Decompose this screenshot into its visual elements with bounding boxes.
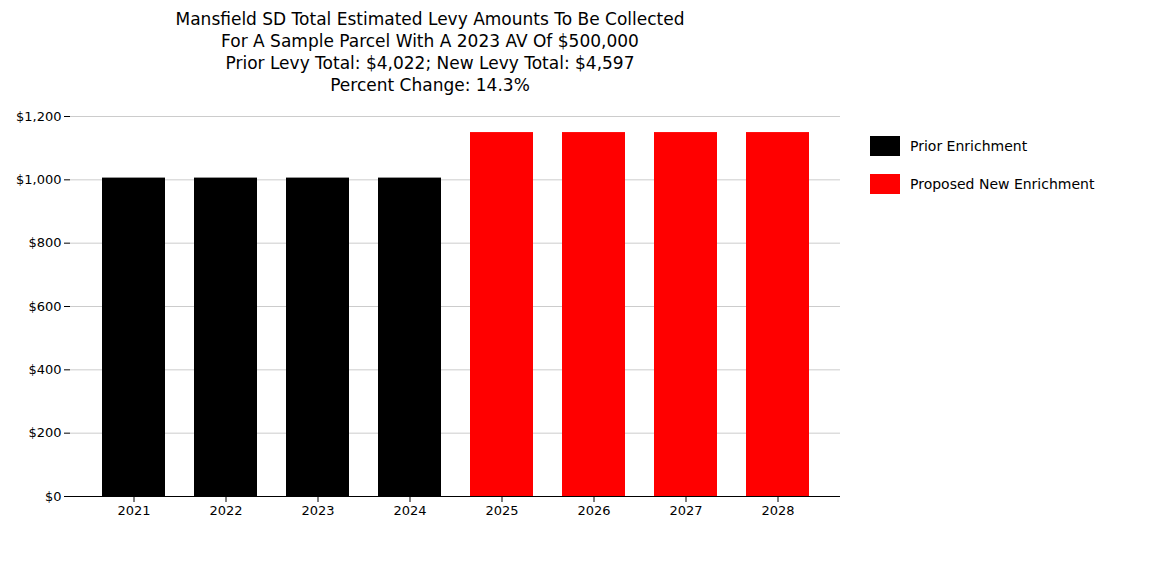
svg-text:$400: $400 (28, 362, 61, 377)
svg-text:2025: 2025 (485, 503, 518, 518)
svg-text:2027: 2027 (669, 503, 702, 518)
svg-text:$1,000: $1,000 (16, 172, 62, 187)
svg-text:$600: $600 (28, 299, 61, 314)
svg-text:2023: 2023 (301, 503, 334, 518)
svg-text:2024: 2024 (393, 503, 426, 518)
svg-text:2022: 2022 (209, 503, 242, 518)
svg-text:$0: $0 (45, 489, 62, 504)
svg-text:2021: 2021 (117, 503, 150, 518)
html-text:Proposed New Enrichment: Proposed New Enrichment (910, 176, 1095, 193)
svg-text:2026: 2026 (577, 503, 610, 518)
html-text:Mansfield SD Total Estimated L: Mansfield SD Total Estimated Levy Amount… (175, 9, 685, 96)
svg-text:$1,200: $1,200 (16, 109, 62, 124)
svg-text:$200: $200 (28, 426, 61, 441)
svg-text:2028: 2028 (761, 503, 794, 518)
html-text:Prior Enrichment: Prior Enrichment (910, 138, 1028, 155)
svg-text:$800: $800 (28, 236, 61, 251)
